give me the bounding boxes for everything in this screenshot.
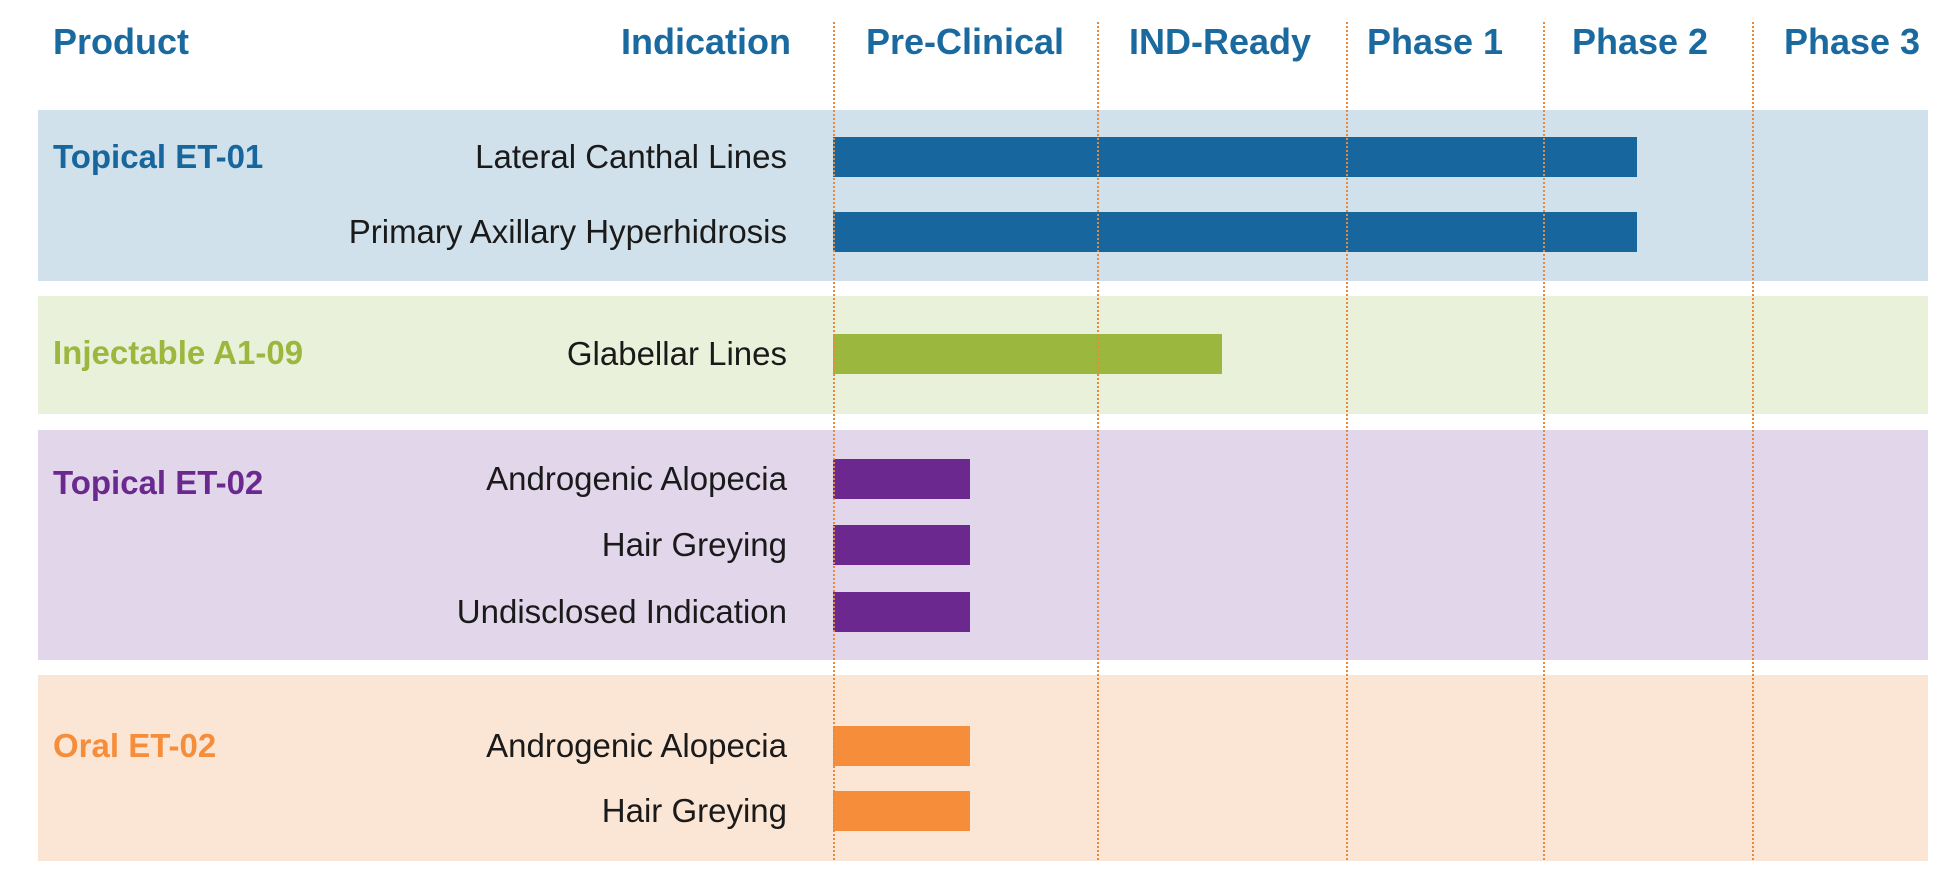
progress-bar-topical-et-02-hair-greying <box>833 525 971 565</box>
stage-divider-line <box>833 22 835 860</box>
indication-label: Primary Axillary Hyperhidrosis <box>348 213 787 250</box>
product-label: Topical ET-02 <box>53 464 264 501</box>
indication-label: Androgenic Alopecia <box>486 460 787 497</box>
product-label: Injectable A1-09 <box>53 334 304 371</box>
indication-label: Hair Greying <box>601 526 787 563</box>
stage-divider-line <box>1346 22 1348 860</box>
product-label: Topical ET-01 <box>53 138 264 175</box>
progress-bar-topical-et-01-lateral-canthal-lines <box>833 137 1638 177</box>
indication-column-header: Indication <box>621 21 791 62</box>
progress-bar-topical-et-01-primary-axillary-hyperhidrosis <box>833 212 1638 252</box>
stage-divider-line <box>1752 22 1754 860</box>
stage-header-pre-clinical: Pre-Clinical <box>865 21 1065 62</box>
indication-label: Glabellar Lines <box>566 335 787 372</box>
progress-bar-oral-et-02-androgenic-alopecia <box>833 726 971 766</box>
progress-bar-injectable-a1-09-glabellar-lines <box>833 334 1222 374</box>
indication-label: Androgenic Alopecia <box>486 727 787 764</box>
stage-header-ind-ready: IND-Ready <box>1128 21 1312 62</box>
stage-header-phase-2: Phase 2 <box>1571 21 1709 62</box>
product-column-header: Product <box>53 21 190 62</box>
indication-label: Undisclosed Indication <box>456 593 787 630</box>
stage-header-phase-3: Phase 3 <box>1783 21 1921 62</box>
progress-bar-topical-et-02-androgenic-alopecia <box>833 459 971 499</box>
stage-header-phase-1: Phase 1 <box>1366 21 1504 62</box>
product-band-topical-et-01 <box>38 110 1928 281</box>
indication-label: Lateral Canthal Lines <box>475 138 787 175</box>
product-band-oral-et-02 <box>38 675 1928 861</box>
product-label: Oral ET-02 <box>53 727 217 764</box>
progress-bar-topical-et-02-undisclosed-indication <box>833 592 971 632</box>
indication-label: Hair Greying <box>601 792 787 829</box>
stage-divider-line <box>1097 22 1099 860</box>
product-band-topical-et-02 <box>38 430 1928 660</box>
stage-divider-line <box>1543 22 1545 860</box>
progress-bar-oral-et-02-hair-greying <box>833 791 971 831</box>
